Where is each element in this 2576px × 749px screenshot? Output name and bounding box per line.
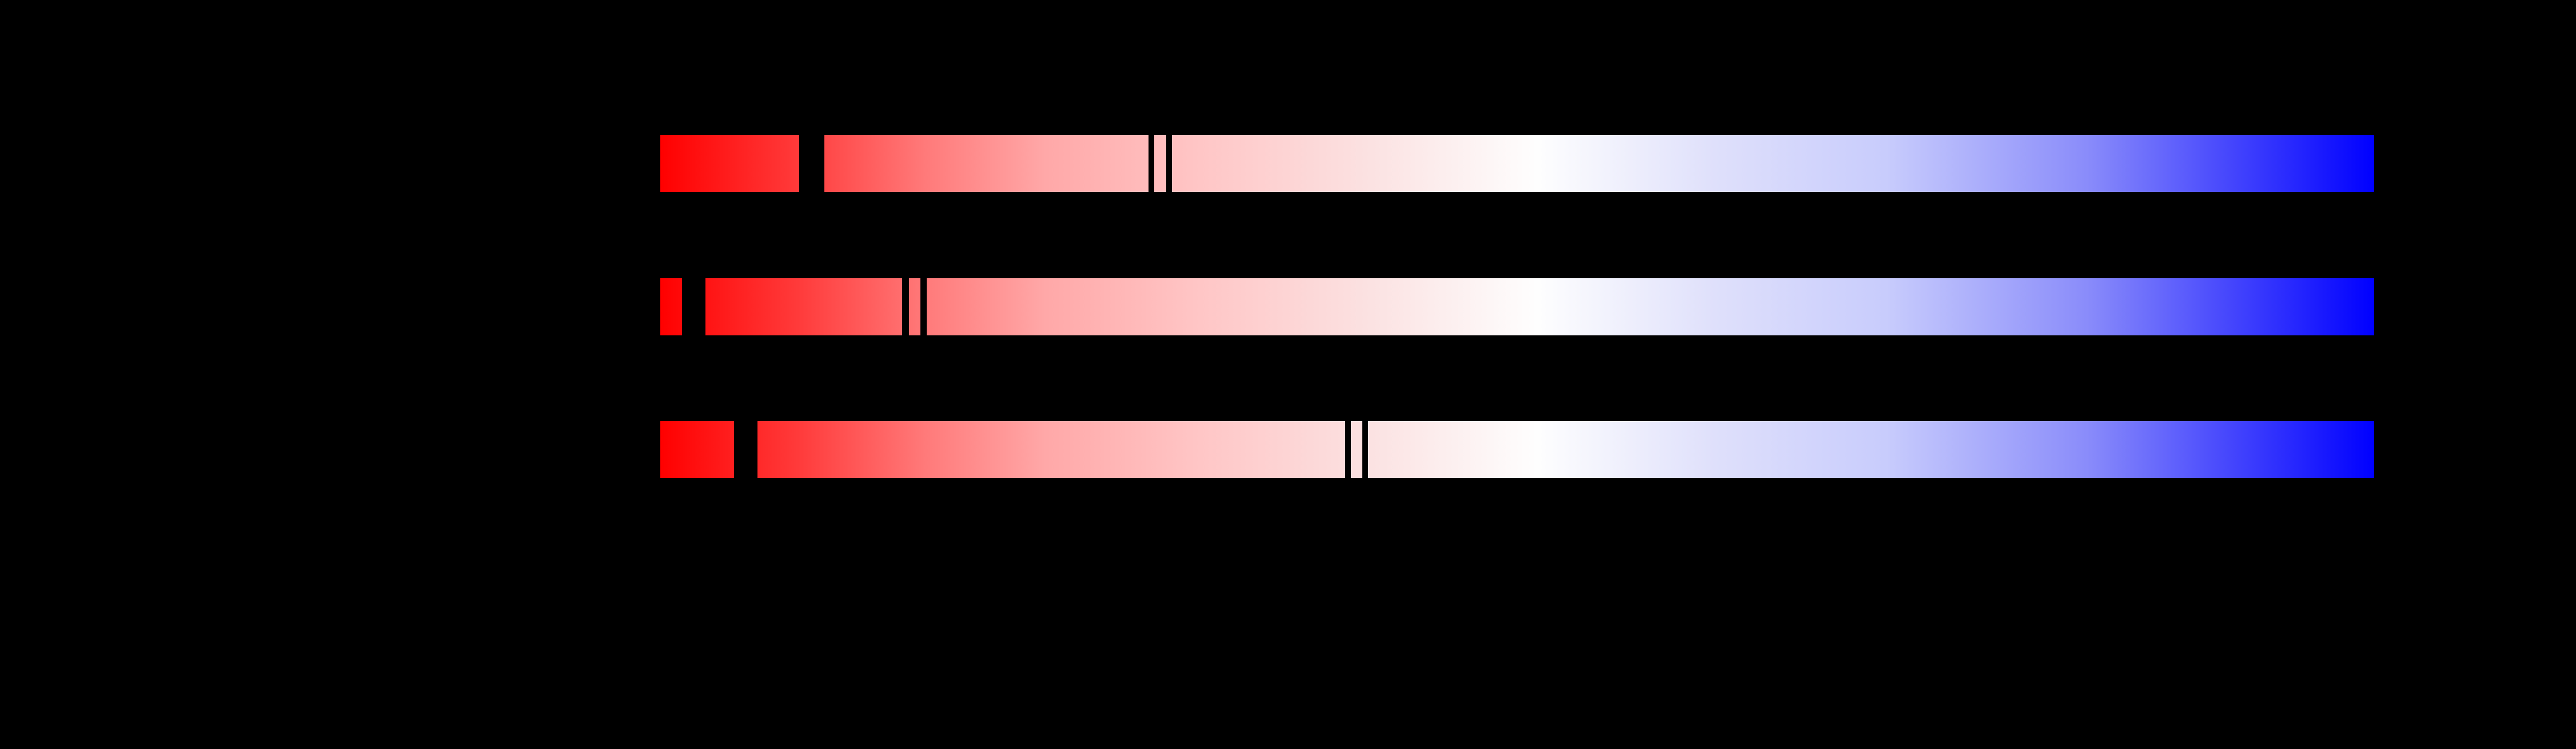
bar-gap-marker [733, 421, 757, 478]
bar-tick-marker [1345, 421, 1351, 478]
bar-tick-marker [1149, 135, 1155, 192]
bar-tick-marker [1362, 421, 1369, 478]
bar-gap-marker [799, 135, 824, 192]
bar-tick-marker [920, 278, 927, 335]
bar-gap-marker [682, 278, 706, 335]
gradient-bar-bottom [660, 421, 2374, 478]
bar-tick-marker [1166, 135, 1172, 192]
gradient-bar-middle [660, 278, 2374, 335]
bar-tick-marker [902, 278, 909, 335]
gradient-bar-top [660, 135, 2374, 192]
